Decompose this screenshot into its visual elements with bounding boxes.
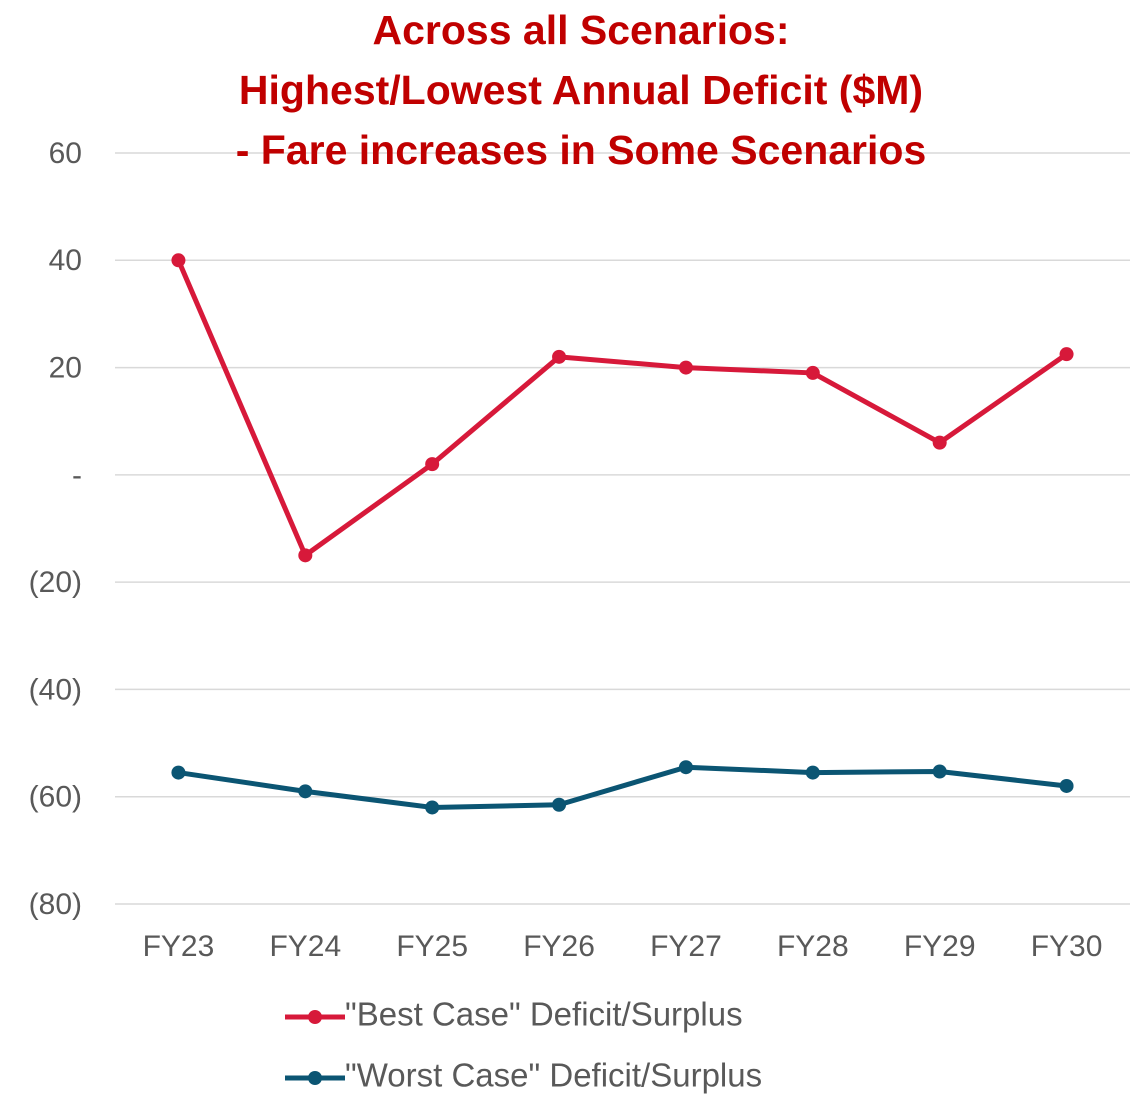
x-tick-label: FY25 (396, 930, 468, 963)
data-point (805, 365, 820, 380)
data-point (1059, 347, 1074, 362)
x-tick-label: FY28 (777, 930, 849, 963)
y-tick-label: (20) (29, 566, 82, 599)
data-point (171, 765, 186, 780)
y-tick-label: (60) (29, 781, 82, 814)
chart-title: Highest/Lowest Annual Deficit ($M) (239, 67, 923, 113)
chart-title: Across all Scenarios: (372, 7, 789, 53)
data-point (932, 435, 947, 450)
data-point (552, 797, 567, 812)
x-tick-label: FY29 (904, 930, 976, 963)
y-tick-label: (80) (29, 888, 82, 921)
data-point (298, 784, 313, 799)
x-tick-label: FY26 (523, 930, 595, 963)
legend-label: "Best Case" Deficit/Surplus (345, 996, 743, 1033)
y-tick-label: 40 (49, 244, 82, 277)
x-tick-label: FY23 (143, 930, 215, 963)
data-point (552, 349, 567, 364)
data-point (425, 457, 440, 472)
data-point (678, 360, 693, 375)
x-tick-label: FY30 (1031, 930, 1103, 963)
data-point (298, 548, 313, 563)
y-tick-label: 60 (49, 137, 82, 170)
y-tick-label: (40) (29, 673, 82, 706)
y-tick-label: - (72, 459, 82, 492)
data-point (678, 760, 693, 775)
x-tick-label: FY24 (269, 930, 341, 963)
data-point (805, 765, 820, 780)
data-point (932, 764, 947, 779)
series-line (176, 259, 1068, 558)
y-tick-label: 20 (49, 351, 82, 384)
x-tick-label: FY27 (650, 930, 722, 963)
data-point (425, 800, 440, 815)
data-point (1059, 778, 1074, 793)
legend-marker (308, 1071, 322, 1085)
legend-marker (308, 1010, 322, 1024)
legend-label: "Worst Case" Deficit/Surplus (345, 1057, 762, 1094)
chart-title: - Fare increases in Some Scenarios (236, 127, 927, 173)
data-point (171, 253, 186, 268)
series-line (178, 764, 1067, 810)
